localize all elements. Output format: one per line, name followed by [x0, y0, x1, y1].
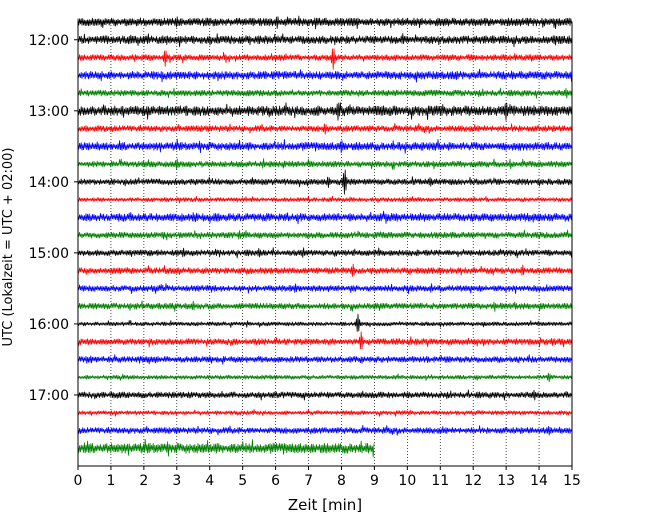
x-tick-label: 2 — [139, 473, 148, 489]
y-tick-label: 14:00 — [29, 175, 69, 191]
x-tick-label: 0 — [74, 473, 83, 489]
trace-1330 — [77, 138, 572, 154]
x-tick-label: 8 — [337, 473, 346, 489]
x-tick-label: 14 — [530, 473, 548, 489]
trace-1145 — [77, 15, 572, 30]
y-tick-label: 12:00 — [29, 33, 69, 49]
trace-1400 — [77, 169, 572, 195]
x-tick-label: 9 — [370, 473, 379, 489]
trace-1415 — [77, 195, 572, 204]
trace-1500 — [77, 247, 572, 259]
trace-1545 — [77, 300, 572, 312]
trace-1600 — [77, 313, 572, 332]
y-axis-label: UTC (Lokalzeit = UTC + 02:00) — [1, 148, 16, 347]
trace-1445 — [77, 229, 572, 241]
trace-1630 — [77, 354, 572, 365]
x-tick-label: 7 — [304, 473, 313, 489]
x-tick-label: 13 — [497, 473, 515, 489]
trace-1200 — [77, 33, 572, 48]
trace-group — [77, 15, 572, 458]
trace-1645 — [77, 372, 572, 383]
trace-1615 — [77, 331, 572, 350]
trace-1715 — [77, 409, 572, 417]
trace-1315 — [77, 123, 572, 135]
x-tick-label: 5 — [238, 473, 247, 489]
x-tick-label: 12 — [464, 473, 482, 489]
x-tick-label: 1 — [106, 473, 115, 489]
y-axis-ticks: 12:00 13:00 14:00 15:00 16:00 17:00 — [29, 33, 78, 404]
x-tick-label: 15 — [563, 473, 581, 489]
trace-1745 — [77, 439, 375, 458]
x-tick-label: 6 — [271, 473, 280, 489]
y-tick-label: 13:00 — [29, 104, 69, 120]
trace-1215 — [77, 48, 572, 70]
plot-frame — [77, 21, 573, 467]
trace-1430 — [77, 210, 572, 225]
x-tick-label: 11 — [431, 473, 449, 489]
x-axis-label: Zeit [min] — [288, 496, 362, 514]
x-tick-label: 4 — [205, 473, 214, 489]
trace-1530 — [77, 283, 572, 295]
x-tick-label: 10 — [398, 473, 416, 489]
trace-1515 — [77, 263, 572, 277]
y-tick-label: 16:00 — [29, 317, 69, 333]
trace-1700 — [77, 389, 572, 401]
trace-1245 — [77, 87, 572, 99]
trace-1345 — [77, 158, 572, 170]
x-axis-ticks: 0 1 2 3 4 5 6 7 8 9 10 11 12 13 14 15 — [74, 466, 581, 489]
y-tick-label: 17:00 — [29, 388, 69, 404]
x-tick-label: 3 — [172, 473, 181, 489]
x-grid — [110, 22, 540, 466]
y-tick-label: 15:00 — [29, 246, 69, 262]
trace-1230 — [77, 68, 572, 83]
trace-1300 — [77, 102, 572, 121]
trace-1730 — [77, 424, 572, 436]
